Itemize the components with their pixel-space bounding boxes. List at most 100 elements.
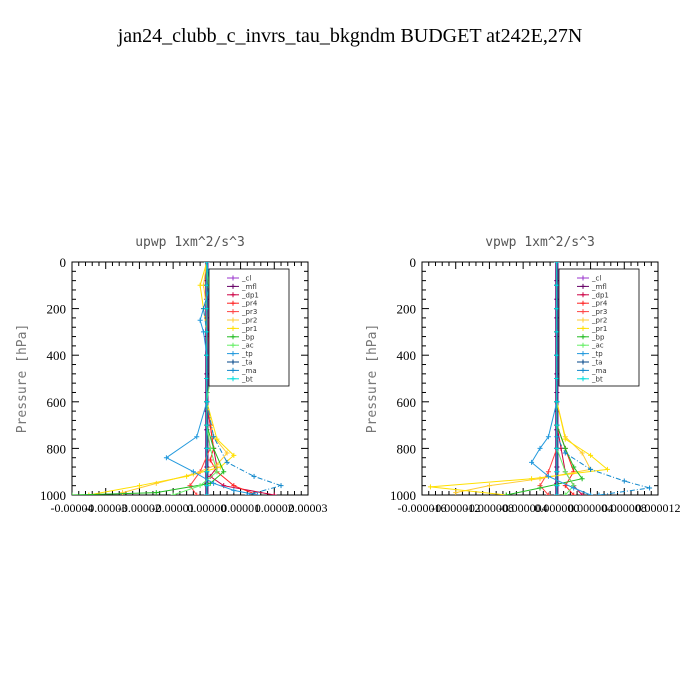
figure-title: jan24_clubb_c_invrs_tau_bkgndm BUDGET at…: [117, 25, 583, 47]
legend-label: _ac: [591, 342, 604, 350]
x-tick-label: 0.00000: [187, 501, 226, 515]
data-point: [579, 476, 585, 482]
legend-marker: [230, 359, 236, 365]
data-point: [503, 492, 509, 495]
x-tick-label: -0.00004: [51, 501, 94, 515]
legend-marker: [230, 317, 236, 323]
data-point: [571, 492, 577, 495]
data-point: [545, 492, 551, 495]
data-point: [278, 483, 284, 489]
plot-frame: [71, 261, 309, 496]
data-point: [427, 484, 433, 490]
data-point: [194, 434, 200, 440]
data-point: [529, 476, 535, 482]
data-point: [153, 480, 159, 486]
data-point: [604, 466, 610, 472]
legend-label: _dp1: [241, 291, 259, 299]
data-point: [554, 262, 560, 265]
data-point: [224, 450, 230, 456]
x-tick-label: 0.000008: [602, 501, 647, 515]
y-tick-label: 600: [397, 395, 417, 410]
y-tick-label: 400: [47, 348, 67, 363]
data-point: [621, 478, 627, 484]
data-point: [254, 492, 260, 495]
legend-label: _pr1: [591, 325, 607, 333]
data-point: [596, 492, 602, 495]
x-tick-label: -0.000012: [431, 501, 480, 515]
legend-marker: [580, 376, 586, 382]
data-point: [554, 282, 560, 288]
data-point: [163, 455, 169, 461]
data-point: [204, 469, 210, 475]
x-tick-label: -0.00001: [152, 501, 195, 515]
legend-box: [558, 268, 640, 387]
chart-panel-vpwp: vpwp 1xm^2/s^3 Pressure [hPa] 0 200 400 600 80…: [365, 235, 681, 515]
panel-title: upwp 1xm^2/s^3: [135, 235, 245, 250]
data-point: [554, 422, 560, 428]
legend-marker: [230, 342, 236, 348]
legend-label: _pr3: [241, 308, 257, 316]
data-point: [136, 483, 142, 489]
legend-marker: [230, 275, 236, 281]
data-point: [554, 306, 560, 312]
y-axis-label: Pressure [hPa]: [15, 324, 30, 434]
x-tick-label: -0.00003: [84, 501, 127, 515]
y-axis-label: Pressure [hPa]: [365, 324, 380, 434]
data-point: [562, 450, 568, 456]
data-point: [214, 436, 220, 442]
data-point: [562, 436, 568, 442]
series-line-bp: [72, 262, 225, 495]
legend-label: _bt: [241, 375, 253, 383]
legend: _cl_mfl_dp1_pr4_pr3_pr2_pr1_bp_ac_tp_ta_…: [208, 268, 290, 387]
legend-label: _tp: [591, 350, 603, 358]
data-point: [537, 445, 543, 451]
data-point: [204, 306, 210, 312]
x-tick-label: 0.000004: [568, 501, 613, 515]
data-point: [204, 329, 210, 335]
legend-marker: [580, 351, 586, 357]
data-point: [214, 469, 220, 475]
y-tick-label: 200: [47, 302, 67, 317]
legend-label: _tp: [241, 350, 253, 358]
data-point: [197, 282, 203, 288]
data-point: [204, 376, 210, 381]
x-tick-label: -0.000004: [499, 501, 548, 515]
y-tick-label: 200: [397, 302, 417, 317]
data-point: [554, 329, 560, 335]
data-point: [204, 282, 210, 288]
legend-marker: [580, 309, 586, 315]
data-point: [554, 352, 560, 358]
x-tick-label: 0.000012: [636, 501, 681, 515]
legend-box: [208, 268, 290, 387]
legend-marker: [230, 300, 236, 306]
data-point: [545, 469, 551, 475]
data-point: [562, 492, 568, 495]
legend-label: _ta: [591, 359, 603, 367]
data-point: [231, 487, 237, 493]
y-tick-label: 1000: [390, 488, 416, 503]
data-point: [231, 483, 237, 489]
data-point: [207, 457, 213, 463]
data-point: [588, 452, 594, 458]
legend-label: _bp: [241, 333, 255, 341]
data-point: [231, 452, 237, 458]
legend-label: _ac: [241, 342, 254, 350]
plot-frame: [421, 261, 659, 496]
data-point: [537, 485, 543, 491]
panel-title: vpwp 1xm^2/s^3: [485, 235, 595, 250]
data-point: [86, 492, 92, 495]
data-point: [204, 483, 210, 489]
data-point: [221, 469, 227, 475]
legend-marker: [230, 292, 236, 298]
data-point: [554, 445, 560, 451]
y-tick-label: 0: [60, 255, 67, 270]
legend-label: _pr4: [241, 300, 258, 308]
legend-marker: [230, 376, 236, 382]
x-tick-label: -0.000008: [465, 501, 514, 515]
y-tick-label: 800: [47, 441, 67, 456]
series-line-ma: [202, 262, 283, 495]
x-tick-label: 0.000000: [534, 501, 579, 515]
data-point: [120, 490, 126, 495]
data-point: [194, 492, 200, 495]
